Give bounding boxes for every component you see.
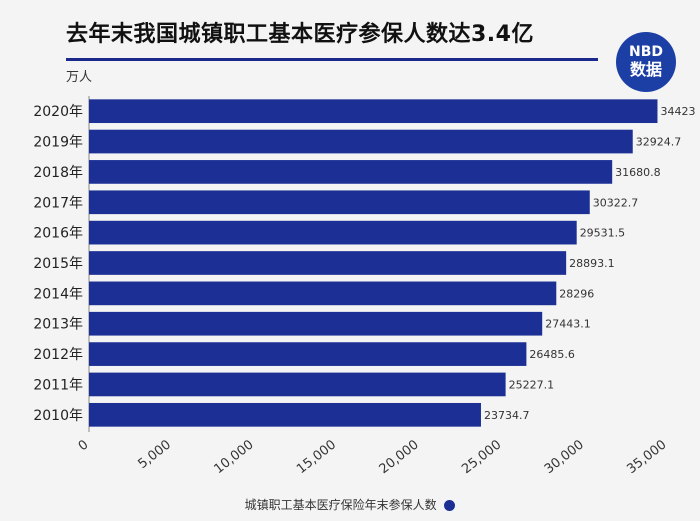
bar — [89, 99, 658, 124]
bar — [89, 402, 481, 427]
y-tick-label: 2010年 — [33, 408, 83, 424]
data-label: 30322.7 — [593, 196, 639, 209]
x-tick-label: 15,000 — [294, 437, 339, 477]
data-label: 25227.1 — [509, 378, 555, 391]
y-tick-label: 2019年 — [33, 135, 83, 151]
data-label: 32924.7 — [636, 136, 682, 149]
y-tick-label: 2018年 — [33, 165, 83, 181]
x-tick-label: 0 — [76, 437, 92, 454]
bar — [89, 372, 506, 397]
logo-line1: NBD — [628, 44, 663, 60]
bar — [89, 281, 557, 306]
bar — [89, 220, 577, 245]
x-tick-label: 30,000 — [542, 437, 587, 477]
x-tick-label: 25,000 — [459, 437, 504, 477]
data-label: 27443.1 — [545, 318, 591, 331]
x-tick-label: 20,000 — [377, 437, 422, 477]
data-label: 23734.7 — [484, 409, 530, 422]
chart-title: 去年末我国城镇职工基本医疗参保人数达3.4亿 — [66, 22, 534, 47]
x-tick-label: 5,000 — [135, 437, 174, 472]
bar — [89, 311, 543, 336]
y-tick-label: 2013年 — [33, 317, 83, 333]
data-label: 31680.8 — [615, 166, 661, 179]
legend-marker — [444, 500, 456, 511]
x-tick-label: 35,000 — [624, 437, 669, 477]
y-tick-label: 2016年 — [33, 226, 83, 242]
x-tick-label: 10,000 — [212, 437, 257, 477]
bar — [89, 251, 567, 275]
nbd-logo: NBD 数据 — [616, 32, 676, 92]
title-underline — [66, 58, 598, 61]
data-label: 29531.5 — [580, 227, 626, 240]
bar — [89, 160, 613, 184]
data-label: 28893.1 — [569, 257, 615, 270]
legend-label: 城镇职工基本医疗保险年末参保人数 — [244, 498, 437, 512]
y-tick-label: 2014年 — [33, 286, 83, 302]
y-tick-label: 2020年 — [33, 104, 83, 120]
bar — [89, 342, 527, 366]
legend: 城镇职工基本医疗保险年末参保人数 — [0, 496, 700, 513]
bar — [89, 129, 633, 154]
data-label: 28296 — [559, 287, 594, 300]
y-tick-label: 2011年 — [33, 377, 83, 393]
bar — [89, 190, 590, 215]
logo-line2: 数据 — [629, 60, 662, 79]
y-tick-label: 2017年 — [33, 195, 83, 211]
data-label: 34423 — [660, 105, 695, 118]
data-label: 26485.6 — [529, 348, 575, 361]
y-tick-label: 2015年 — [33, 256, 83, 272]
unit-label: 万人 — [66, 70, 93, 85]
y-tick-label: 2012年 — [33, 347, 83, 363]
